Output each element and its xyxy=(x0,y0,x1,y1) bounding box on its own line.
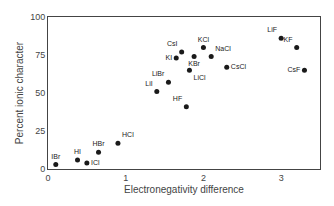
svg-text:100: 100 xyxy=(30,12,45,22)
svg-text:HF: HF xyxy=(173,95,182,102)
svg-text:KBr: KBr xyxy=(188,60,200,67)
svg-text:CsI: CsI xyxy=(167,40,178,47)
svg-text:3: 3 xyxy=(279,173,284,183)
svg-text:KF: KF xyxy=(284,36,293,43)
svg-text:1: 1 xyxy=(123,173,128,183)
svg-text:LiCl: LiCl xyxy=(194,74,207,81)
svg-text:ICl: ICl xyxy=(91,159,100,166)
svg-text:0: 0 xyxy=(45,173,50,183)
svg-text:75: 75 xyxy=(35,50,45,60)
svg-text:Percent ionic character: Percent ionic character xyxy=(14,41,25,144)
svg-text:KI: KI xyxy=(165,54,172,61)
svg-text:CsCl: CsCl xyxy=(231,63,247,70)
svg-text:IBr: IBr xyxy=(51,153,61,160)
svg-text:HBr: HBr xyxy=(92,140,105,147)
svg-text:LiI: LiI xyxy=(145,80,152,87)
svg-text:Electronegativity difference: Electronegativity difference xyxy=(124,184,244,195)
svg-text:LiBr: LiBr xyxy=(152,70,165,77)
svg-text:LiF: LiF xyxy=(267,26,277,33)
svg-text:25: 25 xyxy=(35,126,45,136)
svg-text:HI: HI xyxy=(74,148,81,155)
svg-text:NaCl: NaCl xyxy=(215,45,231,52)
svg-text:50: 50 xyxy=(35,88,45,98)
svg-text:HCl: HCl xyxy=(122,131,134,138)
svg-text:2: 2 xyxy=(201,173,206,183)
svg-text:KCl: KCl xyxy=(198,36,210,43)
svg-text:CsF: CsF xyxy=(287,66,300,73)
svg-text:0: 0 xyxy=(40,164,45,174)
